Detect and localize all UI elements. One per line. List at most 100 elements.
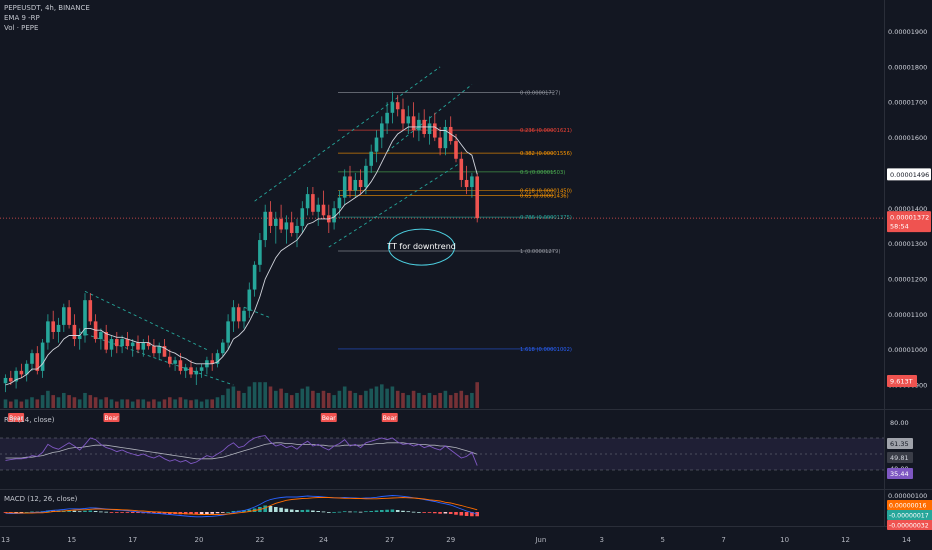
volume-bar — [62, 392, 66, 408]
candle-body — [30, 353, 34, 364]
bear-divergence-badge — [8, 413, 25, 422]
macd-histogram-bar — [332, 512, 336, 513]
macd-histogram-bar — [311, 510, 315, 512]
volume-bar — [162, 399, 167, 408]
volume-bar — [152, 399, 156, 408]
candle-body — [411, 116, 416, 131]
volume-bar — [406, 395, 411, 408]
volume-bar — [77, 399, 82, 408]
candle-body — [157, 346, 161, 354]
volume-bar — [130, 401, 135, 408]
volume-bar — [120, 399, 124, 408]
volume-bar — [35, 399, 40, 408]
candle-body — [401, 109, 405, 124]
fib-level-label: 0.382 (0.00001556) — [520, 151, 572, 157]
volume-bar — [327, 392, 331, 408]
volume-bar — [422, 395, 426, 408]
volume-bar — [464, 395, 469, 408]
bear-divergence-label: Bear — [9, 415, 23, 422]
price-axis-label: 0.00001100 — [888, 311, 927, 319]
macd-histogram-bar — [422, 512, 426, 513]
volume-bar — [168, 397, 172, 408]
volume-indicator-label[interactable]: Vol · PEPE — [4, 24, 39, 32]
volume-series — [3, 382, 479, 408]
volume-bar — [19, 401, 24, 408]
macd-histogram-bar — [162, 512, 167, 514]
volume-bar — [300, 388, 305, 408]
volume-bar — [141, 399, 146, 408]
macd-histogram-bar — [215, 512, 220, 514]
macd-histogram-bar — [210, 512, 214, 514]
volume-bar — [353, 392, 358, 408]
candle-body — [417, 119, 421, 131]
time-axis-label: 20 — [194, 536, 203, 544]
volume-bar — [470, 392, 474, 408]
price-axis-label: 0.00001900 — [888, 28, 927, 36]
time-axis-label: 3 — [600, 536, 604, 544]
annotation-text: TT for downtrend — [386, 242, 456, 251]
macd-histogram-bar — [401, 510, 405, 512]
volume-bar — [210, 399, 214, 408]
volume-bar — [289, 395, 294, 408]
symbol-title[interactable]: PEPEUSDT, 4h, BINANCE — [4, 4, 90, 12]
ema-indicator-label[interactable]: EMA 9 -RP — [4, 14, 40, 22]
channel-lower-line — [328, 161, 462, 248]
candle-body — [51, 321, 55, 332]
price-axis-label: 0.00001800 — [888, 63, 927, 71]
price-axis-label: 0.00001700 — [888, 99, 927, 107]
candle-body — [24, 363, 29, 375]
macd-histogram-bar — [242, 510, 246, 512]
candle-body — [199, 367, 204, 371]
volume-badge — [887, 375, 917, 387]
wedge-break-line — [243, 306, 271, 319]
volume-bar — [417, 392, 421, 408]
rsi-value-badge — [887, 468, 913, 479]
volume-bar — [279, 388, 283, 408]
time-axis-label: 12 — [841, 536, 850, 544]
candle-body — [115, 339, 119, 347]
price-axis-label: 0.00001300 — [888, 240, 927, 248]
price-axis-label: 0.00001400 — [888, 205, 927, 213]
time-axis-label: 5 — [660, 536, 664, 544]
candle-body — [443, 126, 448, 149]
candle-body — [274, 218, 278, 226]
candle-body — [221, 342, 225, 354]
macd-histogram-bar — [183, 512, 188, 515]
volume-bar — [390, 386, 395, 408]
fib-level-label: 0.236 (0.00001621) — [520, 128, 572, 134]
volume-bar — [252, 382, 257, 408]
candle-body — [358, 179, 363, 188]
volume-bar — [448, 395, 453, 408]
volume-bar — [316, 392, 320, 408]
volume-bar — [146, 401, 151, 408]
macd-histogram-bar — [380, 510, 384, 512]
volume-badge-label: 9.613T — [890, 378, 913, 386]
candle-body — [268, 211, 273, 226]
bear-divergence-label: Bear — [322, 415, 336, 422]
fib-level-label: 0.618 (0.00001450) — [520, 189, 572, 195]
candle-body — [406, 116, 411, 124]
macd-histogram-bar — [130, 512, 135, 513]
volume-bar — [183, 399, 188, 408]
volume-bar — [454, 392, 458, 408]
candle-body — [104, 331, 108, 350]
macd-histogram-bar — [247, 509, 252, 512]
macd-value-badge-label: -0.00000017 — [889, 513, 929, 520]
macd-histogram-bar — [125, 512, 130, 513]
candle-body — [337, 197, 342, 209]
candle-body — [258, 240, 262, 265]
rsi-value-badge — [887, 452, 913, 463]
candle-body — [120, 339, 124, 347]
macd-histogram-bar — [194, 512, 199, 515]
rsi-pane-label[interactable]: RSI (14, close) — [4, 416, 55, 424]
volume-bar — [93, 397, 98, 408]
macd-histogram-bar — [385, 509, 389, 512]
macd-histogram-bar — [321, 511, 326, 513]
candle-body — [146, 342, 151, 347]
macd-histogram-bar — [454, 512, 458, 515]
macd-pane-label[interactable]: MACD (12, 26, close) — [4, 495, 78, 503]
time-axis-label: 7 — [721, 536, 725, 544]
volume-bar — [369, 388, 373, 408]
candle-body — [300, 208, 305, 226]
